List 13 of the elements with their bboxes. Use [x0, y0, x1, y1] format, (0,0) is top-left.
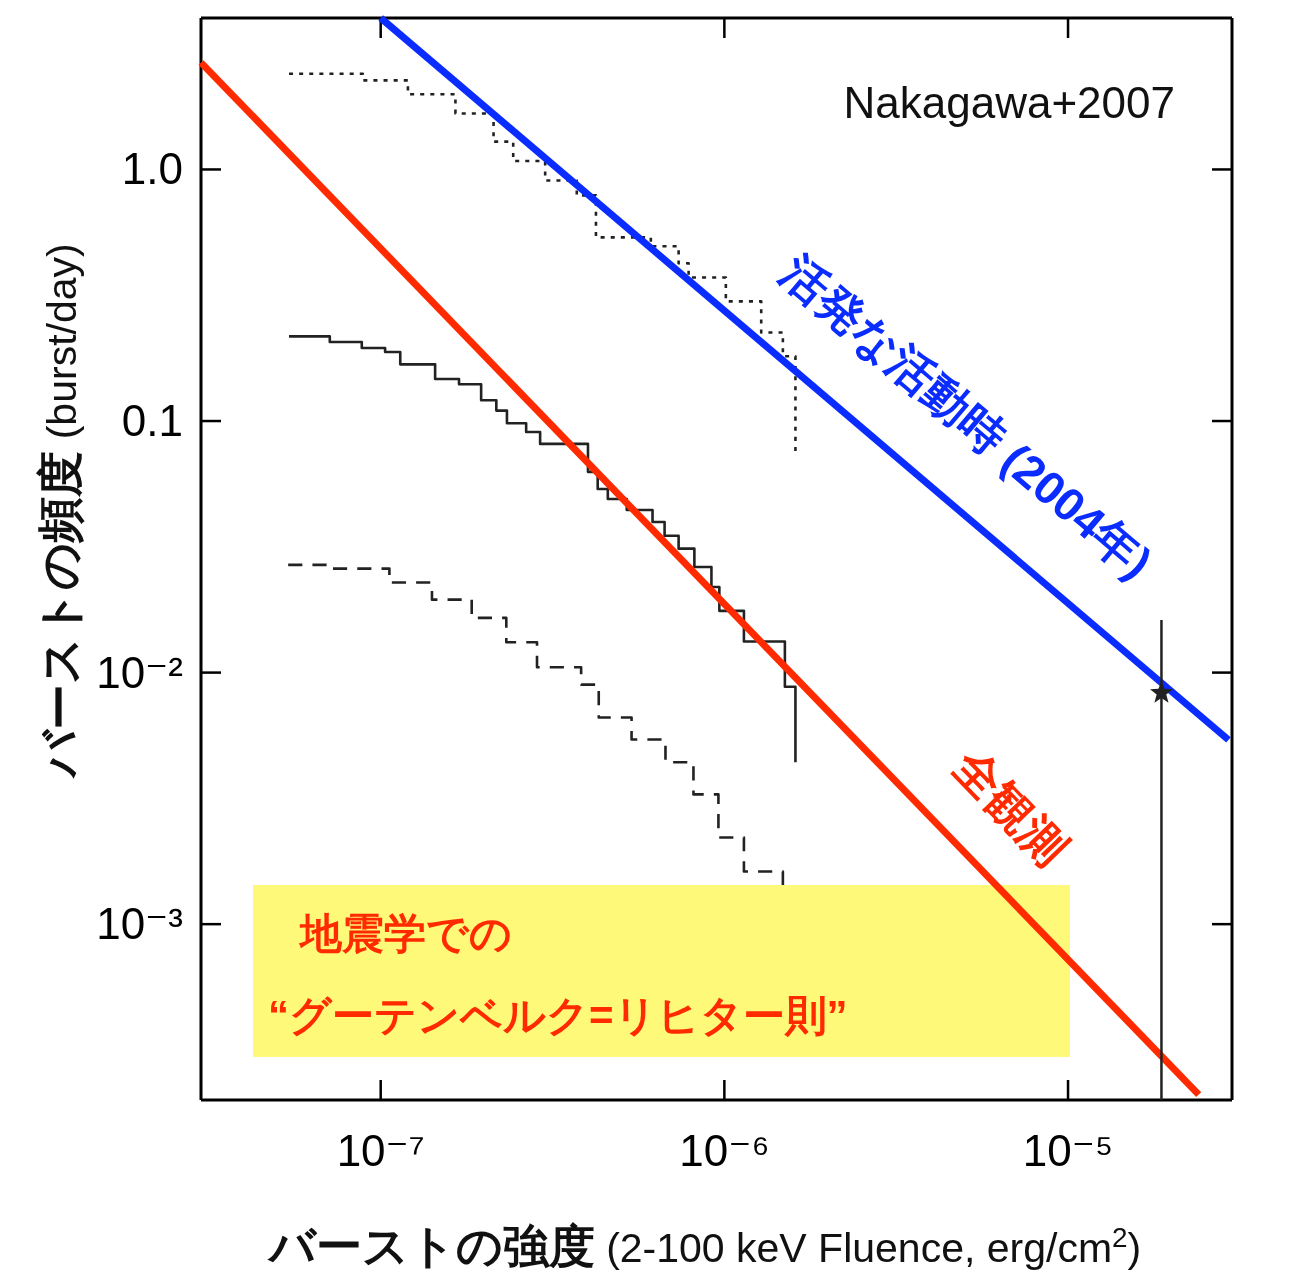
- y-tick-label: 1.0: [121, 144, 183, 194]
- annotation: Nakagawa+2007: [843, 78, 1175, 127]
- x-tick-label: 10⁻⁵: [1022, 1126, 1114, 1175]
- y-axis-title: バーストの頻度 (burst/day): [34, 243, 86, 779]
- y-tick-label: 0.1: [121, 396, 183, 446]
- x-tick-label: 10⁻⁷: [336, 1126, 425, 1175]
- y-tick-label: 10⁻²: [96, 647, 183, 697]
- annotation: “グーテンベルク=リヒター則”: [268, 992, 848, 1039]
- x-axis-title: バーストの強度 (2-100 keV Fluence, erg/cm$^{2}$): [266, 1220, 1142, 1272]
- annotation: 地震学での: [298, 910, 512, 957]
- y-tick-label: 10⁻³: [96, 899, 183, 949]
- text: 全観測: [942, 739, 1077, 876]
- x-tick-label: 10⁻⁶: [679, 1126, 770, 1175]
